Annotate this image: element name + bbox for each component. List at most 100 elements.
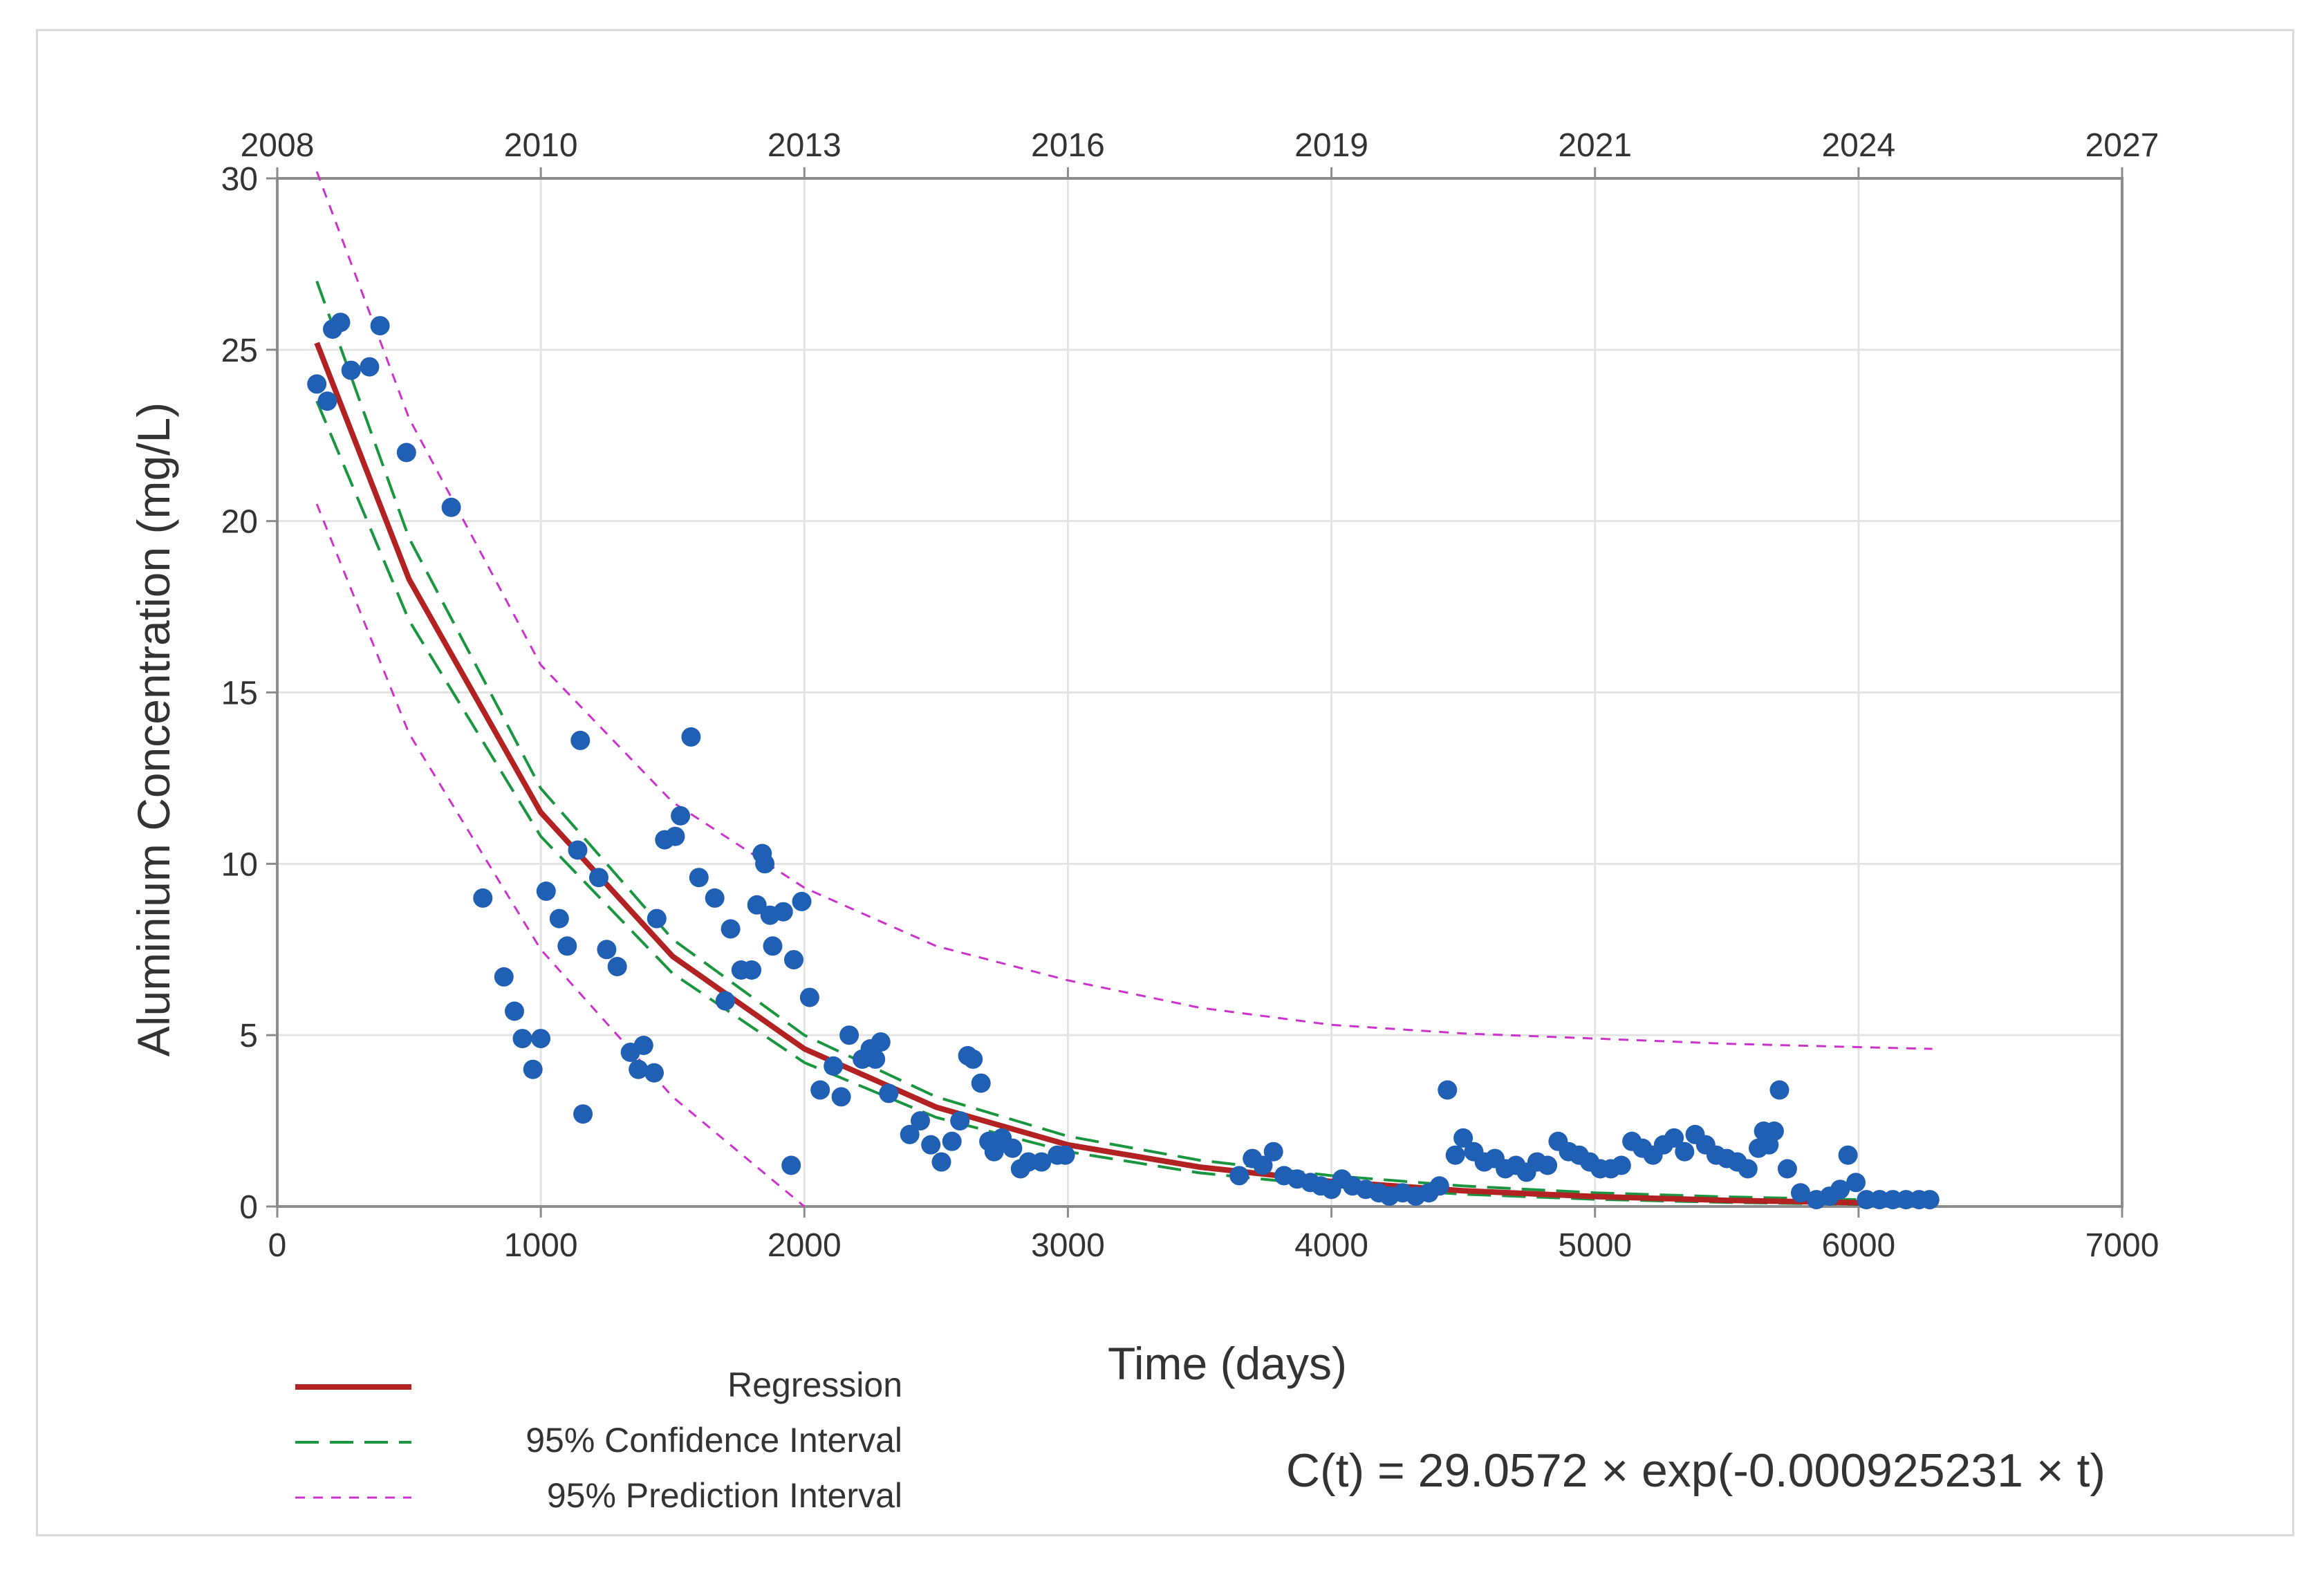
top-axis-ticks: 2008 2010 2013 2016 2019 2021 2024 2027 — [241, 127, 2159, 178]
data-point — [549, 909, 569, 929]
data-point — [810, 1080, 830, 1100]
y-tick-label: 0 — [239, 1189, 258, 1226]
data-point — [1055, 1145, 1075, 1165]
y-tick-label: 10 — [221, 846, 258, 883]
data-point — [1445, 1145, 1465, 1165]
x-tick-label: 4000 — [1294, 1227, 1368, 1264]
data-point — [505, 1001, 524, 1021]
data-point — [879, 1083, 899, 1103]
data-point — [715, 991, 735, 1011]
data-point — [781, 1155, 801, 1175]
y-axis-ticks: 0 5 10 15 20 25 30 — [221, 161, 277, 1226]
data-point — [1919, 1190, 1940, 1210]
data-point — [900, 1124, 920, 1144]
legend-label: 95% Confidence Interval — [526, 1421, 902, 1460]
top-tick-label: 2019 — [1294, 127, 1368, 164]
data-point — [629, 1059, 649, 1079]
data-point — [1791, 1183, 1810, 1203]
top-tick-label: 2016 — [1031, 127, 1105, 164]
data-point — [536, 882, 556, 901]
data-point — [317, 391, 337, 411]
y-tick-label: 15 — [221, 675, 258, 712]
data-point — [1003, 1138, 1023, 1158]
data-point — [1611, 1155, 1631, 1175]
data-point — [607, 957, 627, 976]
data-point — [1830, 1180, 1850, 1200]
data-point — [931, 1152, 951, 1172]
data-point — [792, 891, 812, 911]
data-point — [824, 1056, 844, 1076]
legend-label: 95% Prediction Interval — [547, 1476, 902, 1515]
data-point — [763, 936, 783, 956]
series-line-95-confidence-interval-lower — [315, 400, 1933, 1206]
data-point — [755, 854, 775, 874]
data-point — [1253, 1155, 1273, 1175]
data-point — [942, 1131, 962, 1151]
y-tick-label: 30 — [221, 161, 258, 198]
data-point — [950, 1111, 970, 1131]
data-point — [341, 360, 361, 380]
data-point — [441, 497, 461, 517]
data-point — [512, 1029, 532, 1049]
data-point — [1738, 1159, 1758, 1179]
data-point — [573, 1104, 593, 1124]
data-point — [1846, 1173, 1866, 1193]
data-point — [1032, 1152, 1052, 1172]
x-tick-label: 3000 — [1031, 1227, 1105, 1264]
data-point — [742, 960, 762, 980]
data-point — [568, 840, 588, 860]
data-point — [971, 1073, 991, 1093]
data-point — [360, 357, 380, 377]
data-point — [589, 868, 608, 888]
legend: Regression 95% Confidence Interval 95% Pre… — [295, 1366, 902, 1515]
top-tick-label: 2024 — [1821, 127, 1895, 164]
data-point — [1777, 1159, 1797, 1179]
data-point — [773, 902, 793, 922]
data-point — [681, 727, 701, 747]
data-point — [831, 1087, 851, 1107]
x-axis-ticks: 0 1000 2000 3000 4000 5000 6000 7000 — [268, 1206, 2159, 1264]
data-point — [1664, 1128, 1684, 1148]
x-tick-label: 2000 — [768, 1227, 842, 1264]
data-point — [473, 888, 493, 908]
data-point — [1764, 1121, 1784, 1141]
data-point — [921, 1135, 941, 1155]
series-line-95-confidence-interval-upper — [315, 281, 1933, 1202]
data-point — [570, 730, 591, 750]
x-tick-label: 7000 — [2085, 1227, 2159, 1264]
grid-layer — [276, 177, 2123, 1208]
y-tick-label: 25 — [221, 333, 258, 369]
data-point — [633, 1036, 653, 1055]
data-point — [671, 805, 691, 826]
x-axis-title: Time (days) — [1108, 1338, 1347, 1389]
series-line-95-prediction-interval-lower — [315, 503, 806, 1208]
data-point — [721, 919, 741, 939]
data-point — [494, 967, 514, 987]
data-point — [1263, 1142, 1283, 1162]
data-point — [331, 313, 351, 333]
data-point — [531, 1029, 551, 1049]
data-point — [911, 1111, 930, 1131]
legend-label: Regression — [727, 1366, 902, 1404]
data-point — [307, 374, 327, 394]
data-point — [1838, 1145, 1858, 1165]
chart-frame: 0 1000 2000 3000 4000 5000 6000 7000 0 5 10 15 20 25… — [36, 29, 2294, 1536]
data-point — [871, 1032, 891, 1052]
x-tick-label: 5000 — [1558, 1227, 1632, 1264]
x-tick-label: 6000 — [1821, 1227, 1895, 1264]
data-point — [523, 1059, 543, 1079]
data-point — [866, 1049, 886, 1069]
data-point — [747, 895, 767, 915]
data-point — [370, 316, 390, 336]
data-point — [1675, 1142, 1695, 1162]
x-tick-label: 1000 — [504, 1227, 578, 1264]
y-tick-label: 5 — [239, 1018, 258, 1054]
data-point — [396, 442, 416, 463]
top-tick-label: 2013 — [768, 127, 842, 164]
data-point — [963, 1049, 983, 1069]
data-point — [557, 936, 577, 956]
data-point — [1229, 1166, 1249, 1186]
data-point — [799, 987, 819, 1007]
data-point — [1769, 1080, 1790, 1100]
regression-equation: C(t) = 29.0572 × exp(-0.000925231 × t) — [1286, 1444, 2105, 1497]
